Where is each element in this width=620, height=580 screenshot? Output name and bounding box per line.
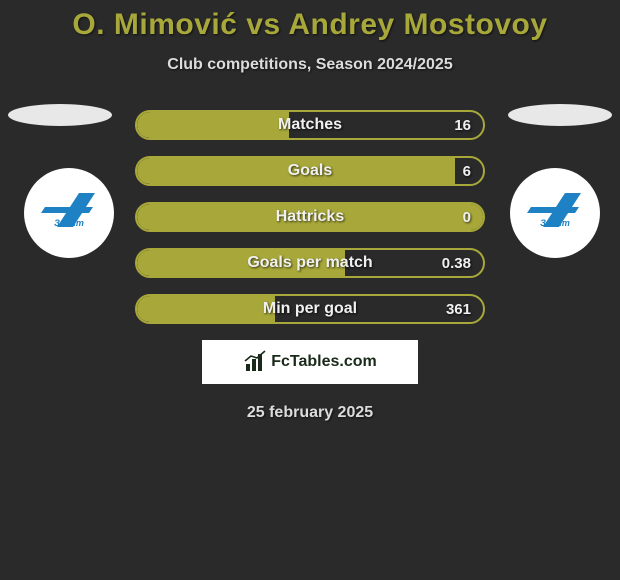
right-shadow-ellipse: [508, 104, 612, 126]
brand-box[interactable]: FcTables.com: [202, 340, 418, 384]
stat-value: 6: [463, 158, 471, 184]
stats-list: Matches16 Goals6 Hattricks0 Goals per match…: [135, 110, 485, 324]
stat-label: Goals per match: [137, 250, 483, 276]
left-club-badge: Зенит: [24, 168, 114, 258]
page-title: O. Mimović vs Andrey Mostovoy: [0, 8, 620, 42]
stat-value: 361: [446, 296, 471, 322]
stat-value: 0.38: [442, 250, 471, 276]
comparison-card: O. Mimović vs Andrey Mostovoy Club compe…: [0, 0, 620, 422]
stat-row: Min per goal361: [135, 294, 485, 324]
subtitle: Club competitions, Season 2024/2025: [0, 56, 620, 74]
svg-text:Зенит: Зенит: [54, 218, 84, 228]
stat-label: Hattricks: [137, 204, 483, 230]
stat-label: Goals: [137, 158, 483, 184]
stat-value: 16: [454, 112, 471, 138]
stat-row: Goals per match0.38: [135, 248, 485, 278]
right-club-badge: Зенит: [510, 168, 600, 258]
stat-value: 0: [463, 204, 471, 230]
zenit-logo-icon: Зенит: [525, 183, 585, 243]
bar-chart-icon: [243, 350, 267, 374]
stat-row: Matches16: [135, 110, 485, 140]
stat-row: Hattricks0: [135, 202, 485, 232]
stat-label: Min per goal: [137, 296, 483, 322]
left-shadow-ellipse: [8, 104, 112, 126]
brand-text: FcTables.com: [271, 353, 377, 371]
stat-label: Matches: [137, 112, 483, 138]
stat-row: Goals6: [135, 156, 485, 186]
main-area: Зенит Зенит Matches16 Goals6 Hattricks0 Goa…: [0, 110, 620, 422]
svg-text:Зенит: Зенит: [540, 218, 570, 228]
zenit-logo-icon: Зенит: [39, 183, 99, 243]
date-text: 25 february 2025: [0, 404, 620, 422]
